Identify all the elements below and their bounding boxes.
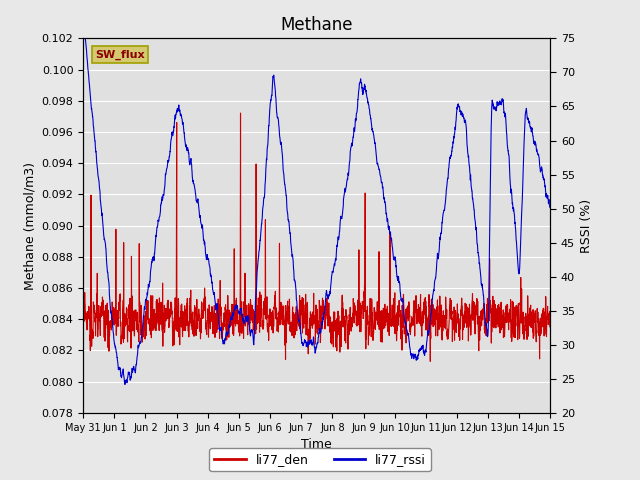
Title: Methane: Methane — [280, 16, 353, 34]
Y-axis label: Methane (mmol/m3): Methane (mmol/m3) — [23, 162, 36, 289]
Text: SW_flux: SW_flux — [95, 49, 145, 60]
X-axis label: Time: Time — [301, 438, 332, 451]
Legend: li77_den, li77_rssi: li77_den, li77_rssi — [209, 448, 431, 471]
Y-axis label: RSSI (%): RSSI (%) — [580, 199, 593, 252]
